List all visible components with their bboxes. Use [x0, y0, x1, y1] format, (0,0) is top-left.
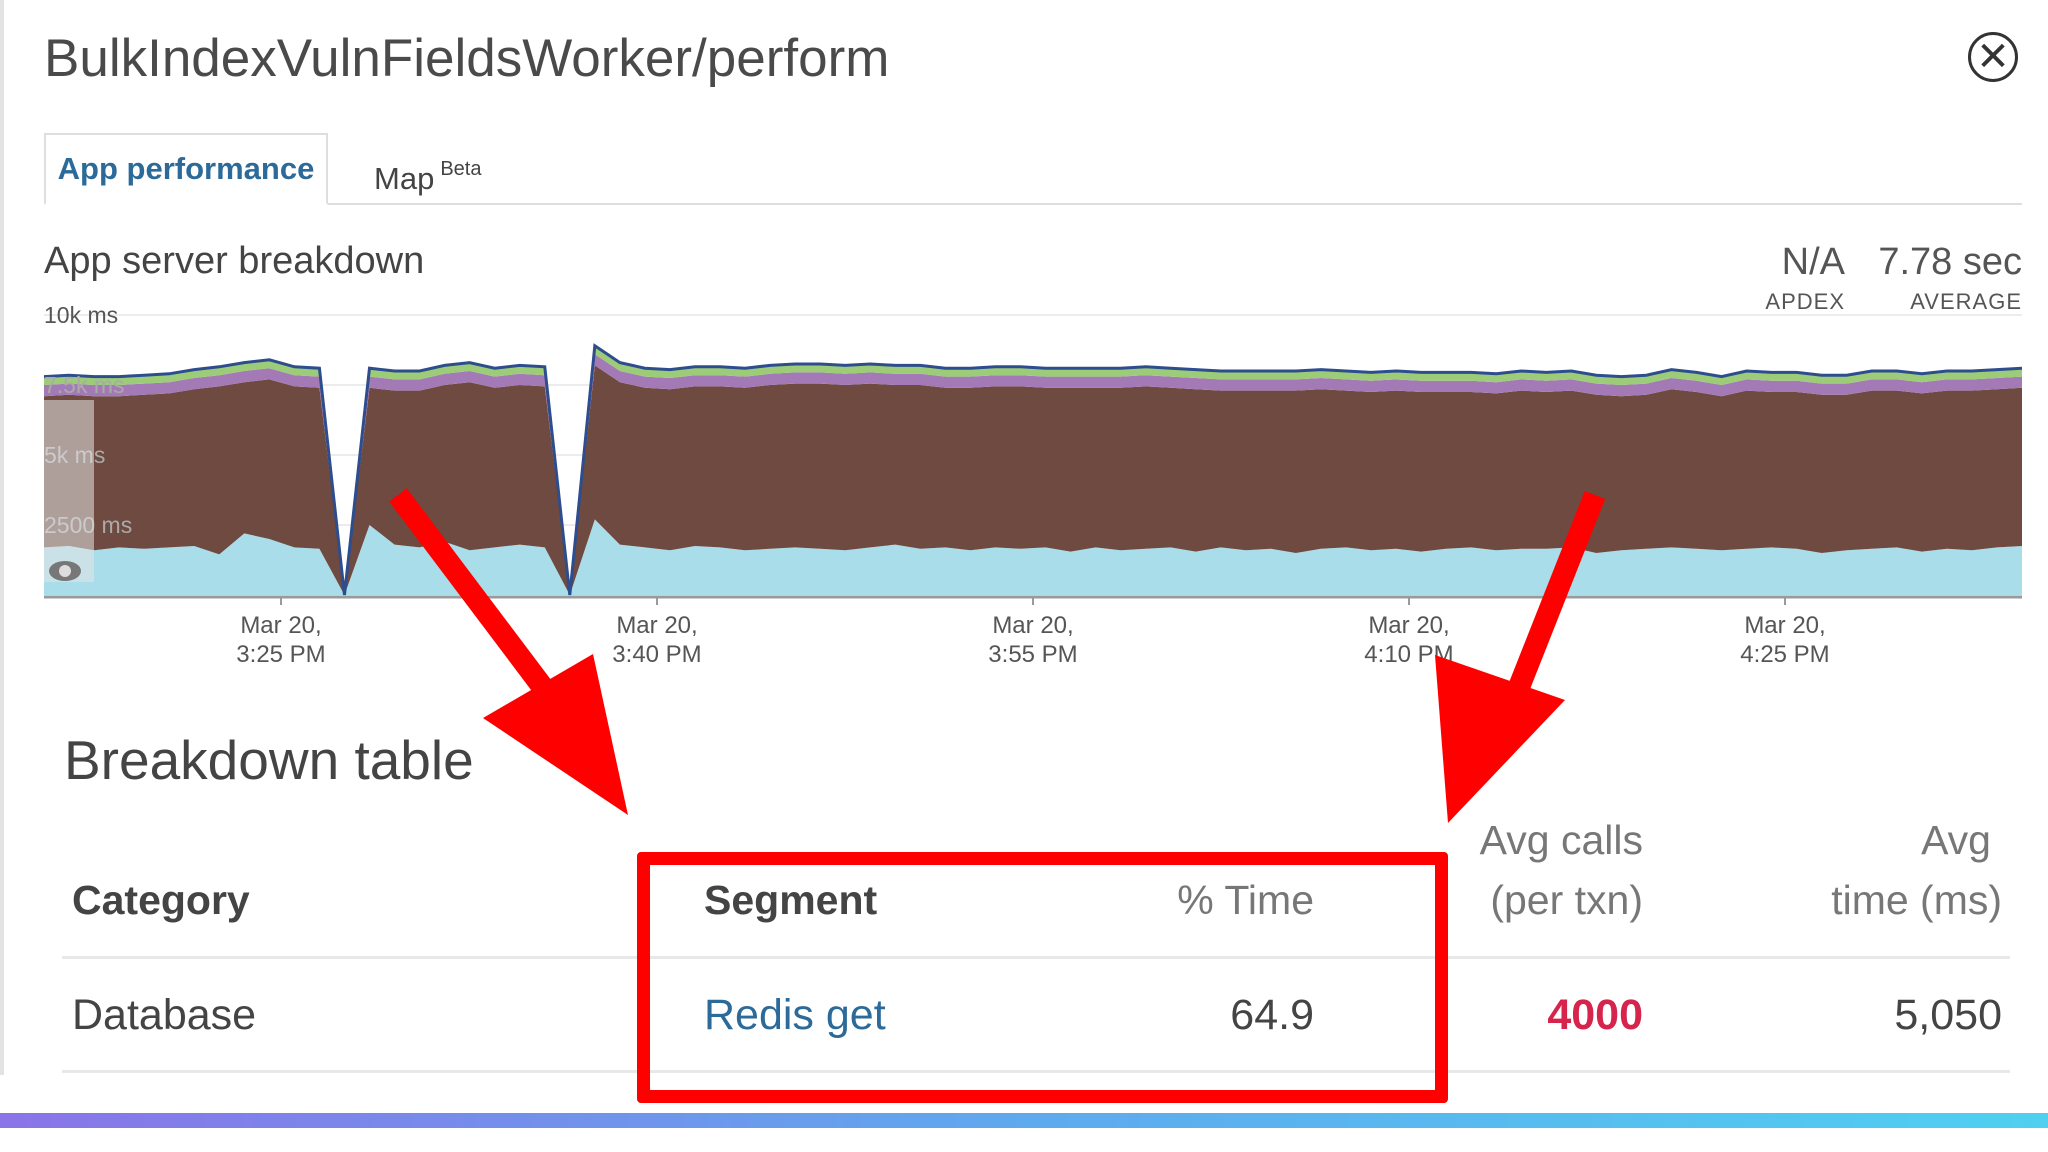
header-avg-time-line2[interactable]: time (ms)	[1831, 877, 2002, 923]
cell-segment-link[interactable]: Redis get	[704, 991, 886, 1039]
header-avg-calls-line1[interactable]: Avg calls	[1479, 817, 1643, 863]
annotation-highlight-box	[637, 852, 1448, 1103]
transaction-title: BulkIndexVulnFieldsWorker/perform	[44, 29, 890, 88]
range-selector-handle[interactable]	[44, 400, 94, 582]
apdex-stat: N/A APDEX	[1765, 243, 1845, 315]
header-pct-time[interactable]: % Time	[1177, 877, 1314, 923]
area-series-4[interactable]	[44, 345, 2022, 595]
annotation-arrow-right	[1435, 490, 1606, 823]
x-tick-label: Mar 20,	[616, 612, 697, 639]
tabs-divider	[44, 203, 2022, 205]
x-tick-label: 4:25 PM	[1740, 641, 1829, 668]
breakdown-table-title: Breakdown table	[64, 729, 474, 791]
x-tick-label: 3:40 PM	[612, 641, 701, 668]
app-server-breakdown-chart[interactable]: 10k ms7.5k ms5k ms2500 ms Mar 20,3:25 PM…	[0, 290, 2048, 680]
area-series-1[interactable]	[44, 519, 2022, 595]
tab-app-performance[interactable]: App performance	[44, 133, 328, 205]
close-button[interactable]: ✕	[1968, 32, 2018, 82]
chart-svg: 10k ms7.5k ms5k ms2500 ms Mar 20,3:25 PM…	[43, 302, 2023, 668]
annotation-arrow-left	[389, 488, 628, 815]
x-tick-label: Mar 20,	[240, 612, 321, 639]
header-divider	[62, 956, 2010, 959]
x-tick-label: 3:55 PM	[988, 641, 1077, 668]
row-divider	[62, 1070, 2010, 1073]
average-value: 7.78 sec	[1878, 241, 2022, 283]
header-segment[interactable]: Segment	[704, 877, 878, 923]
cell-avg-calls: 4000	[1547, 991, 1643, 1039]
cell-pct-time: 64.9	[1230, 991, 1314, 1039]
average-label: AVERAGE	[1910, 289, 2022, 314]
apdex-label: APDEX	[1765, 289, 1845, 314]
x-tick-label: Mar 20,	[992, 612, 1073, 639]
series-outline	[43, 343, 2023, 596]
tab-map[interactable]: Map Beta	[374, 158, 481, 197]
apdex-value: N/A	[1781, 241, 1845, 283]
header-avg-calls-line2[interactable]: (per txn)	[1490, 877, 1643, 923]
bottom-accent-bar	[0, 1113, 2048, 1128]
y-tick-label: 10k ms	[44, 302, 118, 328]
cell-category: Database	[72, 991, 257, 1039]
average-stat: 7.78 sec AVERAGE	[1878, 243, 2022, 315]
eye-toggle-icon[interactable]	[49, 561, 81, 581]
area-series-2[interactable]	[44, 365, 2022, 595]
chart-title: App server breakdown	[44, 240, 425, 282]
x-tick-label: 3:25 PM	[236, 641, 325, 668]
x-tick-label: Mar 20,	[1744, 612, 1825, 639]
beta-badge: Beta	[440, 158, 482, 180]
y-tick-label: 7.5k ms	[44, 372, 125, 398]
header-avg-time-line1[interactable]: Avg	[1921, 817, 1991, 863]
panel-border	[0, 0, 4, 1075]
transaction-detail-panel: BulkIndexVulnFieldsWorker/perform ✕ App …	[0, 0, 2048, 1103]
tab-map-label: Map	[374, 161, 435, 196]
area-series-3[interactable]	[44, 354, 2022, 595]
header-category[interactable]: Category	[72, 877, 250, 923]
x-tick-label: Mar 20,	[1368, 612, 1449, 639]
close-icon: ✕	[1976, 35, 2010, 79]
cell-avg-time: 5,050	[1894, 991, 2002, 1039]
